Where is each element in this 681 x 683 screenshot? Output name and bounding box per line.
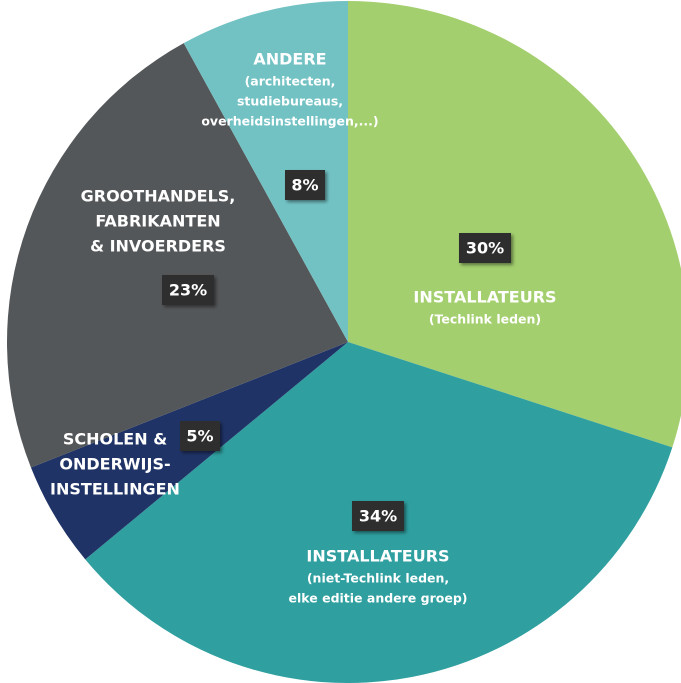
value-box (285, 170, 325, 200)
value-label: 34% (359, 507, 397, 526)
slice-note: (architecten, (245, 74, 336, 89)
value-label: 8% (291, 176, 318, 195)
slice-label: GROOTHANDELS, (81, 187, 236, 206)
slice-note: (Techlink leden) (429, 312, 541, 327)
value-box (180, 421, 220, 451)
value-box (162, 275, 214, 305)
slice-note: studiebureaus, (237, 94, 343, 109)
value-label: 23% (169, 281, 207, 300)
slice-label: SCHOLEN & (63, 430, 167, 449)
slice-label: & INVOERDERS (90, 237, 226, 256)
slice-note: overheidsinstellingen,...) (201, 114, 378, 129)
slice-label: INSTALLATEURS (306, 547, 449, 566)
slice-label: INSTELLINGEN (50, 480, 180, 499)
value-label: 5% (186, 427, 213, 446)
value-box (352, 501, 404, 531)
pie-slice (183, 1, 348, 342)
value-label: 30% (466, 239, 504, 258)
slice-label: INSTALLATEURS (413, 288, 556, 307)
slice-note: elke editie andere groep) (289, 591, 468, 606)
slice-label: ANDERE (253, 50, 326, 69)
value-box (459, 233, 511, 263)
slice-note: (niet-Techlink leden, (307, 571, 449, 586)
slice-label: ONDERWIJS- (59, 455, 170, 474)
pie-slice (348, 1, 681, 448)
pie-slice (6, 43, 349, 468)
slice-label: FABRIKANTEN (95, 212, 220, 231)
